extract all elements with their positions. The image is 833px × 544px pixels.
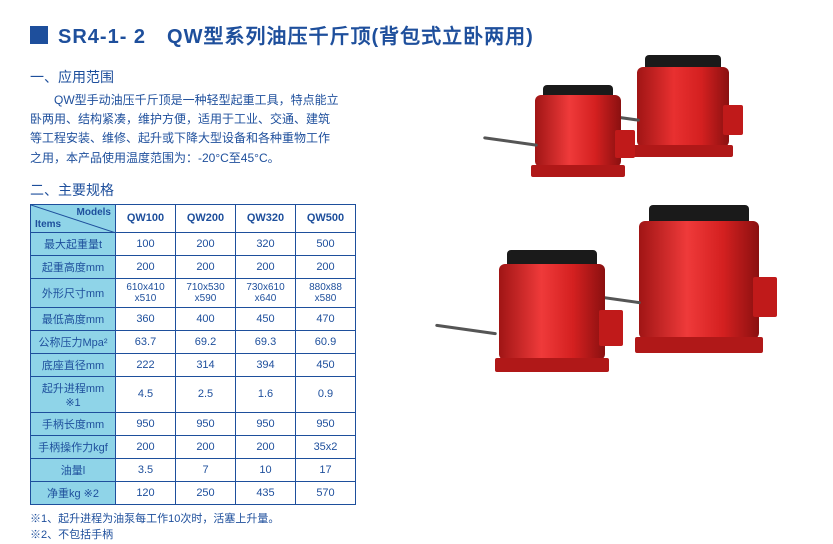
jack-body-icon [639,221,759,339]
table-cell: 3.5 [116,458,176,481]
jack-base-icon [635,337,763,353]
table-cell: 200 [176,232,236,255]
jack-body-icon [535,95,621,167]
table-cell: 450 [236,307,296,330]
table-cell: 710x530x590 [176,278,236,307]
table-row: 油量l3.571017 [31,458,356,481]
table-cell: 314 [176,353,236,376]
table-cell: 7 [176,458,236,481]
footnote-1: ※1、起升进程为油泵每工作10次时，活塞上升量。 [30,511,803,528]
row-label: 底座直径mm [31,353,116,376]
jack-base-icon [531,165,625,177]
footnote-2: ※2、不包括手柄 [30,527,803,544]
row-label: 净重kg ※2 [31,481,116,504]
table-cell: 35x2 [296,435,356,458]
title-square-icon [30,26,48,44]
table-row: 手柄操作力kgf20020020035x2 [31,435,356,458]
table-cell: 950 [116,412,176,435]
col-header: QW500 [296,204,356,232]
row-label: 油量l [31,458,116,481]
description-text: QW型手动油压千斤顶是一种轻型起重工具，特点能立卧两用、结构紧凑，维护方便，适用… [30,91,340,168]
footnotes: ※1、起升进程为油泵每工作10次时，活塞上升量。 ※2、不包括手柄 [30,511,803,544]
table-cell: 100 [116,232,176,255]
table-cell: 10 [236,458,296,481]
row-label: 最低高度mm [31,307,116,330]
table-cell: 250 [176,481,236,504]
table-cell: 120 [116,481,176,504]
table-cell: 1.6 [236,376,296,412]
table-cell: 880x88x580 [296,278,356,307]
table-cell: 320 [236,232,296,255]
corner-header: Items Models [31,204,116,232]
row-label: 手柄操作力kgf [31,435,116,458]
table-cell: 450 [296,353,356,376]
table-row: 底座直径mm222314394450 [31,353,356,376]
table-cell: 400 [176,307,236,330]
table-cell: 435 [236,481,296,504]
table-row: 外形尺寸mm610x410x510710x530x590730x610x6408… [31,278,356,307]
row-label: 外形尺寸mm [31,278,116,307]
table-cell: 69.3 [236,330,296,353]
table-cell: 4.5 [116,376,176,412]
table-cell: 950 [296,412,356,435]
table-cell: 500 [296,232,356,255]
table-row: 最低高度mm360400450470 [31,307,356,330]
corner-models-label: Models [77,207,111,218]
table-cell: 950 [236,412,296,435]
table-cell: 2.5 [176,376,236,412]
table-cell: 610x410x510 [116,278,176,307]
corner-items-label: Items [35,219,61,230]
row-label: 起升进程mm ※1 [31,376,116,412]
table-cell: 950 [176,412,236,435]
table-cell: 730x610x640 [236,278,296,307]
product-image-top [513,55,753,185]
table-cell: 200 [176,255,236,278]
table-cell: 200 [176,435,236,458]
table-cell: 200 [116,255,176,278]
table-cell: 200 [236,255,296,278]
jack-handle-icon [435,324,497,336]
jack-attachment-icon [615,130,635,158]
jack-body-icon [637,67,729,147]
table-cell: 69.2 [176,330,236,353]
table-cell: 470 [296,307,356,330]
table-cell: 394 [236,353,296,376]
table-row: 公称压力Mpa²63.769.269.360.9 [31,330,356,353]
table-cell: 360 [116,307,176,330]
table-cell: 200 [236,435,296,458]
col-header: QW100 [116,204,176,232]
table-cell: 200 [116,435,176,458]
jack-body-icon [499,264,605,360]
col-header: QW320 [236,204,296,232]
jack-attachment-icon [723,105,743,135]
table-cell: 200 [296,255,356,278]
table-row: 净重kg ※2120250435570 [31,481,356,504]
table-cell: 63.7 [116,330,176,353]
jack-attachment-icon [599,310,623,346]
col-header: QW200 [176,204,236,232]
jack-base-icon [495,358,609,372]
product-image-bottom [483,205,783,380]
table-cell: 0.9 [296,376,356,412]
table-cell: 222 [116,353,176,376]
table-cell: 17 [296,458,356,481]
jack-attachment-icon [753,277,777,317]
table-row: 最大起重量t100200320500 [31,232,356,255]
page-title: SR4-1- 2 QW型系列油压千斤顶(背包式立卧两用) [58,20,534,49]
row-label: 起重高度mm [31,255,116,278]
row-label: 最大起重量t [31,232,116,255]
table-row: 起重高度mm200200200200 [31,255,356,278]
spec-table: Items Models QW100 QW200 QW320 QW500 最大起… [30,204,356,505]
jack-base-icon [633,145,733,157]
table-row: 起升进程mm ※14.52.51.60.9 [31,376,356,412]
table-header-row: Items Models QW100 QW200 QW320 QW500 [31,204,356,232]
table-cell: 570 [296,481,356,504]
jack-handle-icon [483,136,538,147]
table-cell: 60.9 [296,330,356,353]
row-label: 手柄长度mm [31,412,116,435]
row-label: 公称压力Mpa² [31,330,116,353]
title-row: SR4-1- 2 QW型系列油压千斤顶(背包式立卧两用) [30,20,803,49]
table-row: 手柄长度mm950950950950 [31,412,356,435]
